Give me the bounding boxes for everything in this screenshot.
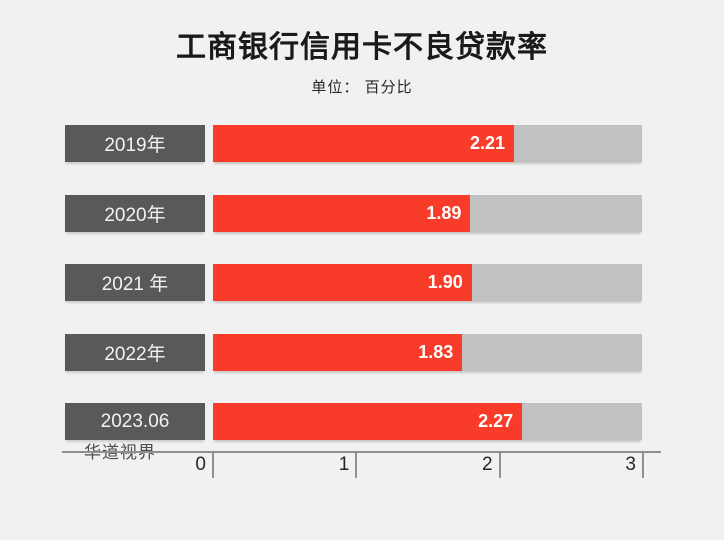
category-label: 2022年 — [65, 333, 205, 371]
bar-value-label: 2.27 — [478, 411, 514, 431]
bar-value-label: 1.89 — [426, 202, 462, 223]
x-axis-line — [62, 451, 661, 453]
bar-track: 2.27 — [213, 403, 642, 440]
category-label: 2023.06 — [65, 403, 205, 440]
axis-tick — [498, 451, 501, 478]
bar-track: 2.21 — [213, 125, 642, 162]
bar-fill: 2.21 — [213, 125, 514, 162]
axis-tick-label: 1 — [338, 454, 350, 475]
category-label: 2020年 — [65, 194, 205, 232]
bar-row: 2021 年 1.90 — [0, 264, 724, 301]
axis-tick-label: 0 — [195, 454, 206, 475]
axis-tick — [641, 451, 644, 478]
bar-value-label: 1.83 — [418, 341, 454, 362]
bar-row: 2019年 2.21 — [0, 125, 724, 162]
axis-tick-label: 3 — [625, 454, 636, 475]
bar-track: 1.90 — [213, 264, 642, 301]
category-label: 2019年 — [65, 125, 205, 162]
axis-tick-label: 2 — [482, 454, 493, 475]
axis-tick — [355, 451, 358, 478]
chart-title: 工商银行信用卡不良贷款率 — [176, 31, 548, 64]
bar-fill: 2.27 — [213, 403, 523, 440]
axis-tick — [212, 451, 214, 478]
bar-row: 2023.06 2.27 — [0, 403, 724, 440]
category-label: 2021 年 — [65, 264, 205, 301]
bar-track: 1.89 — [213, 194, 642, 232]
bar-fill: 1.89 — [213, 194, 471, 232]
bar-row: 2020年 1.89 — [0, 194, 724, 232]
bar-track: 1.83 — [213, 333, 642, 371]
bar-row: 2022年 1.83 — [0, 333, 724, 371]
bar-fill: 1.90 — [213, 264, 472, 301]
bar-fill: 1.83 — [213, 333, 463, 371]
bar-value-label: 2.21 — [469, 133, 505, 153]
chart-unit-label: 单位： 百分比 — [311, 79, 413, 96]
bar-value-label: 1.90 — [427, 272, 463, 292]
